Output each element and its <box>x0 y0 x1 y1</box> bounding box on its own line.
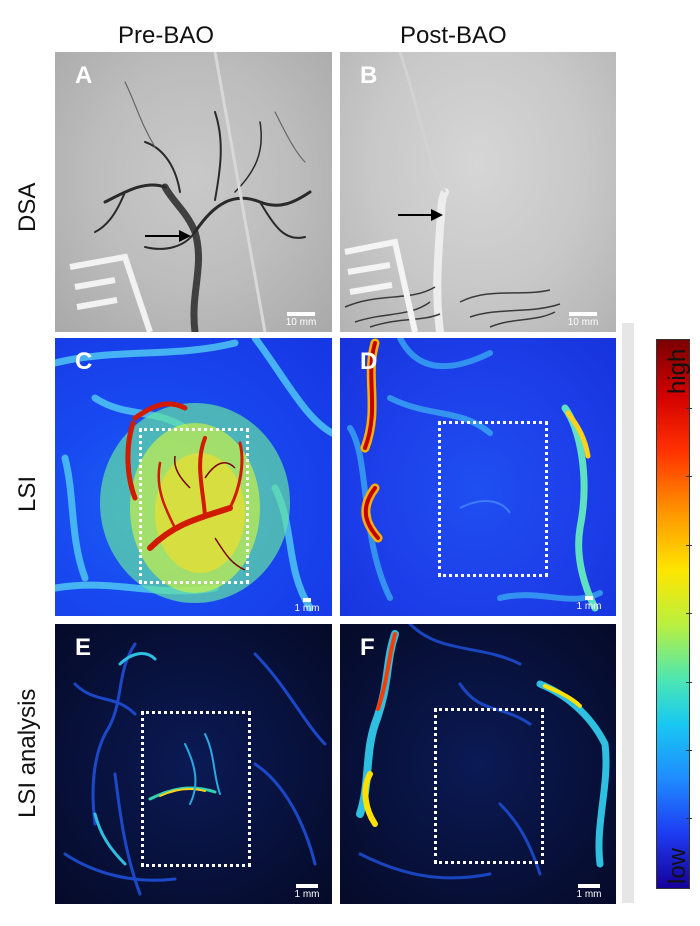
colorbar-tick <box>686 682 692 683</box>
row-label-dsa: DSA <box>14 182 41 232</box>
colorbar-frame <box>622 323 634 903</box>
panel-letter-b: B <box>360 62 378 89</box>
column-header-post-bao: Post-BAO <box>400 22 507 49</box>
colorbar-tick <box>686 545 692 546</box>
arrow-a <box>145 230 191 242</box>
panel-f-lsi-analysis-post: F 1 mm <box>340 624 616 904</box>
panel-d-lsi-post: D 1 mm <box>340 338 616 616</box>
colorbar-tick <box>686 408 692 409</box>
scale-label-d: 1 mm <box>576 601 602 612</box>
row-label-lsi: LSI <box>14 475 41 512</box>
panel-letter-e: E <box>75 634 92 661</box>
roi-box-c <box>139 428 249 584</box>
roi-box-f <box>434 708 544 864</box>
column-header-pre-bao: Pre-BAO <box>118 22 215 49</box>
colorbar-tick <box>686 818 692 819</box>
roi-box-e <box>141 711 251 867</box>
colorbar-tick <box>686 750 692 751</box>
scale-bar-e: 1 mm <box>290 884 324 900</box>
scale-label-a: 10 mm <box>285 317 317 328</box>
scale-bar-d: 1 mm <box>572 596 606 612</box>
panel-e-analysis-map <box>63 642 327 896</box>
scale-bar-f: 1 mm <box>572 884 606 900</box>
scale-bar-c: 1 mm <box>290 598 324 614</box>
panel-f-analysis-map <box>356 624 610 880</box>
colorbar-tick <box>686 476 692 477</box>
panel-letter-c: C <box>75 348 93 375</box>
row-label-lsi-analysis: LSI analysis <box>14 688 41 818</box>
arrow-b <box>398 209 443 221</box>
scale-label-c: 1 mm <box>294 603 320 614</box>
panel-e-lsi-analysis-pre: E 1 mm <box>55 624 332 904</box>
scale-label-b: 10 mm <box>567 317 599 328</box>
panel-b-angiogram <box>344 52 561 332</box>
panel-a-dsa-pre: A 10 mm <box>55 52 332 332</box>
scale-label-f: 1 mm <box>576 889 602 900</box>
colorbar <box>656 339 690 889</box>
panel-c-perfusion-map <box>55 338 332 612</box>
panel-letter-f: F <box>360 634 375 661</box>
panel-b-dsa-post: B 10 mm <box>340 52 616 332</box>
panel-c-lsi-pre: C 1 mm <box>55 338 332 616</box>
colorbar-label-high: high <box>664 348 691 394</box>
scale-bar-a: 10 mm <box>276 312 326 328</box>
colorbar-label-low: low <box>664 847 691 884</box>
panel-a-angiogram <box>69 52 312 332</box>
scale-bar-b: 10 mm <box>556 312 610 328</box>
panel-letter-a: A <box>75 62 93 89</box>
panel-d-perfusion-map <box>347 338 603 612</box>
scale-label-e: 1 mm <box>294 889 320 900</box>
panel-letter-d: D <box>360 348 378 375</box>
roi-box-d <box>438 421 548 577</box>
colorbar-tick <box>686 613 692 614</box>
